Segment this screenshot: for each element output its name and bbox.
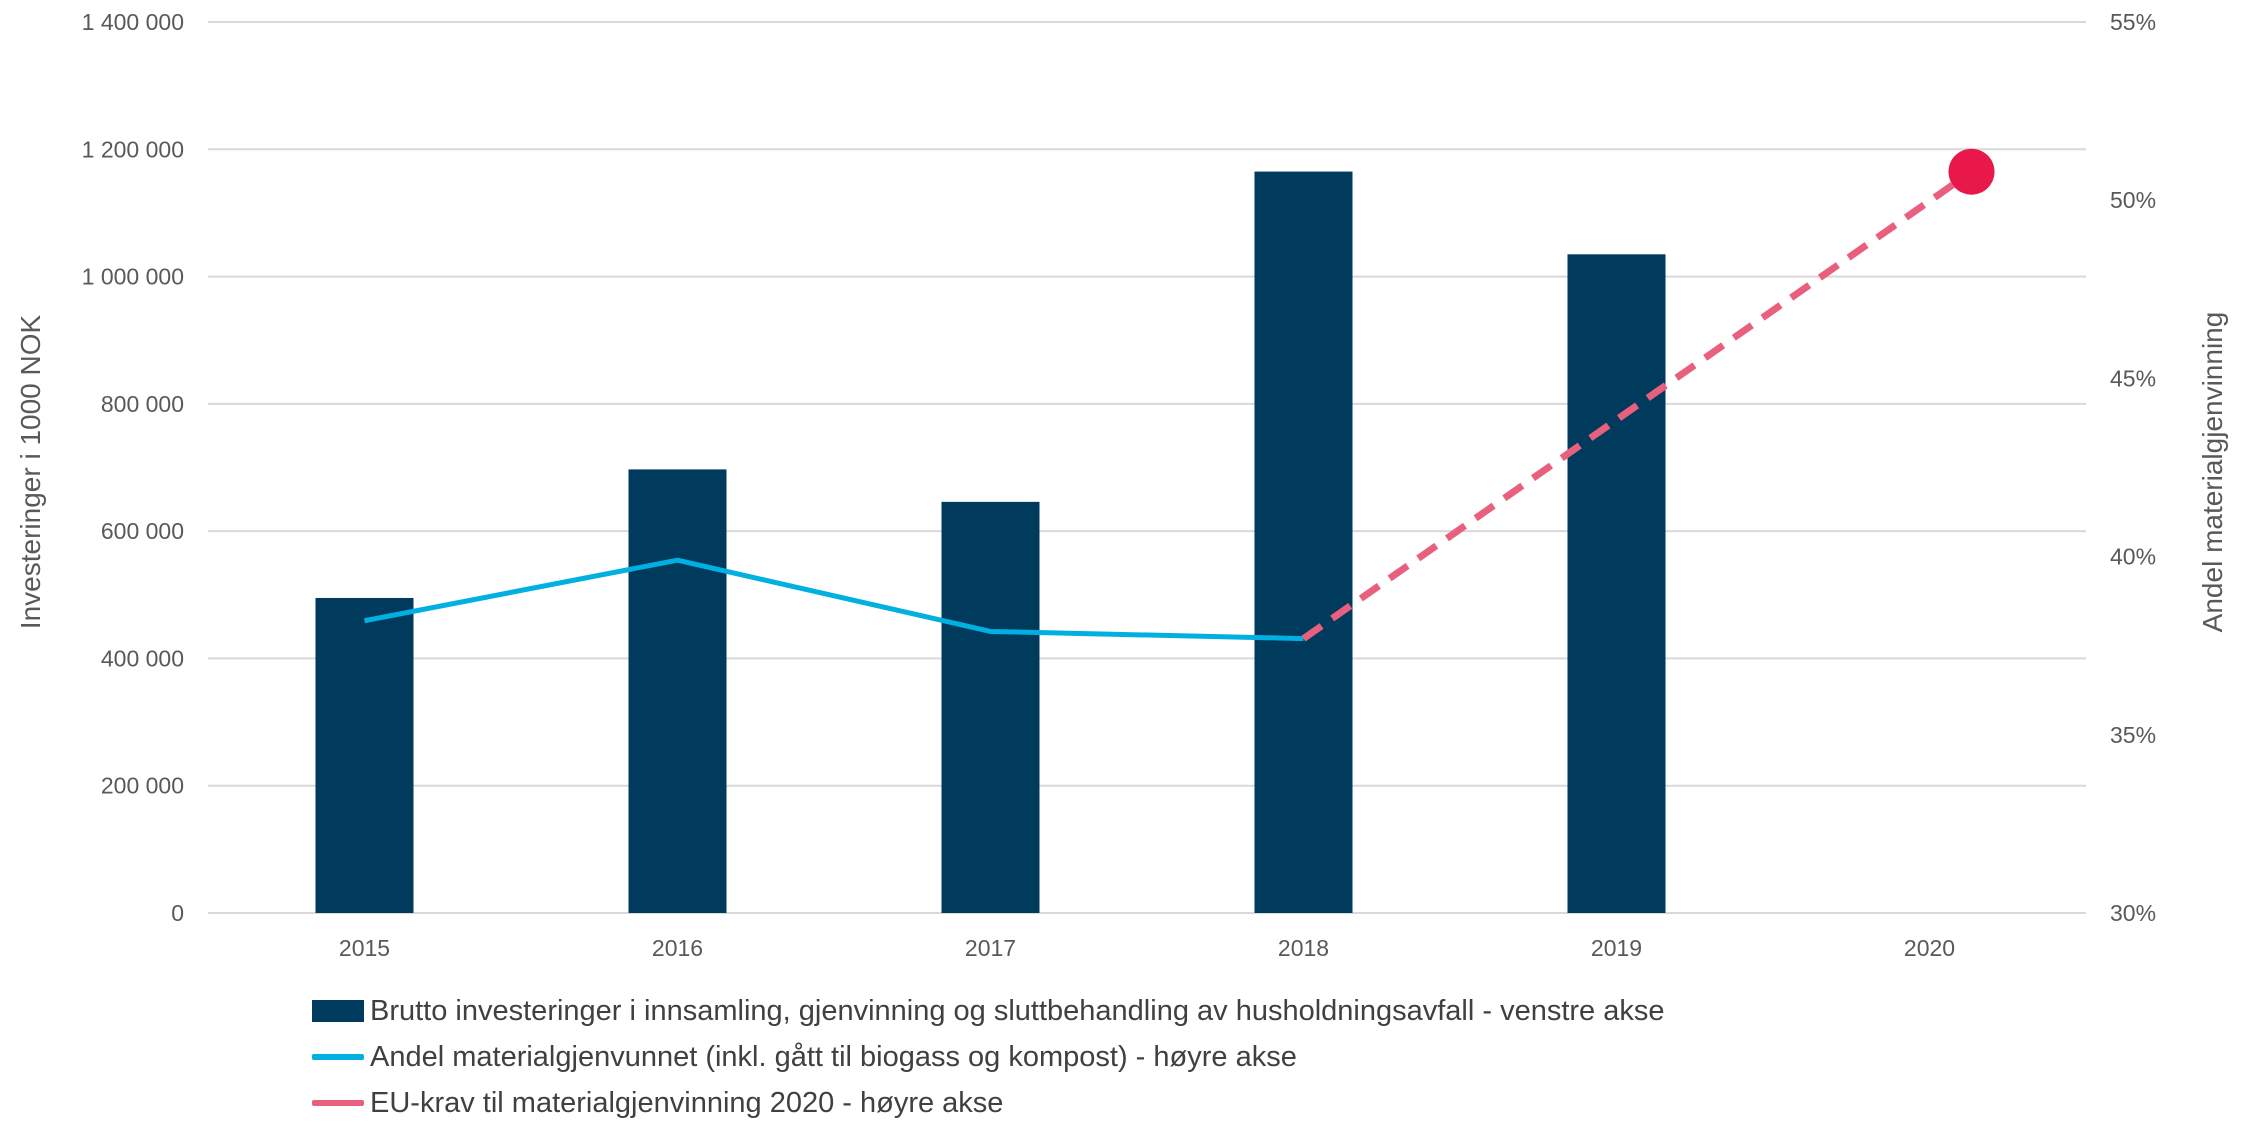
gridlines	[208, 21, 2086, 914]
legend-swatch-dashed-line	[312, 1100, 364, 1106]
y-tick-label: 600 000	[101, 518, 184, 544]
left-axis-ticks: 0 200 000 400 000 600 000 800 000 1 000 000 1 …	[82, 9, 184, 926]
y2-tick-label: 35%	[2110, 722, 2156, 748]
y-tick-label: 0	[171, 900, 184, 926]
eu-target-point	[1948, 148, 1995, 195]
legend: Brutto investeringer i innsamling, gjenv…	[312, 988, 1665, 1126]
x-tick-label: 2017	[965, 935, 1016, 961]
y2-tick-label: 30%	[2110, 900, 2156, 926]
legend-label-investments: Brutto investeringer i innsamling, gjenv…	[370, 994, 1665, 1027]
y-tick-label: 800 000	[101, 391, 184, 417]
combo-chart: 0 200 000 400 000 600 000 800 000 1 000 000 1 …	[15, 9, 2228, 961]
line-series	[364, 148, 1995, 642]
y2-tick-label: 40%	[2110, 544, 2156, 570]
legend-item-eu-requirement: EU-krav til materialgjenvinning 2020 - h…	[312, 1080, 1665, 1126]
x-axis-ticks: 2015 2016 2017 2018 2019 2020	[339, 935, 1955, 961]
y2-tick-label: 45%	[2110, 365, 2156, 391]
y2-tick-label: 50%	[2110, 187, 2156, 213]
y-tick-label: 1 400 000	[82, 9, 184, 35]
legend-label-eu-requirement: EU-krav til materialgjenvinning 2020 - h…	[370, 1086, 1004, 1119]
legend-label-recycling-share: Andel materialgjenvunnet (inkl. gått til…	[370, 1040, 1297, 1073]
bar	[941, 501, 1040, 913]
y2-tick-label: 55%	[2110, 9, 2156, 35]
y-tick-label: 1 000 000	[82, 264, 184, 290]
bar	[315, 597, 414, 913]
line-eu-requirement	[1301, 168, 1974, 642]
y-tick-label: 200 000	[101, 773, 184, 799]
x-tick-label: 2020	[1904, 935, 1955, 961]
x-tick-label: 2018	[1278, 935, 1329, 961]
x-tick-label: 2019	[1591, 935, 1642, 961]
bar	[1254, 171, 1353, 913]
y-tick-label: 1 200 000	[82, 136, 184, 162]
line-recycling-share	[364, 557, 1304, 642]
bar	[1567, 254, 1666, 913]
bar-series	[315, 171, 1666, 913]
legend-swatch-bar	[312, 1000, 364, 1022]
legend-item-investments: Brutto investeringer i innsamling, gjenv…	[312, 988, 1665, 1034]
y-tick-label: 400 000	[101, 645, 184, 671]
x-tick-label: 2015	[339, 935, 390, 961]
right-axis-title: Andel materialgjenvinning	[2197, 312, 2228, 633]
x-tick-label: 2016	[652, 935, 703, 961]
right-axis-ticks: 30% 35% 40% 45% 50% 55%	[2110, 9, 2156, 926]
legend-swatch-line	[312, 1054, 364, 1060]
left-axis-title: Investeringer i 1000 NOK	[15, 314, 46, 629]
bar	[628, 469, 727, 913]
legend-item-recycling-share: Andel materialgjenvunnet (inkl. gått til…	[312, 1034, 1665, 1080]
